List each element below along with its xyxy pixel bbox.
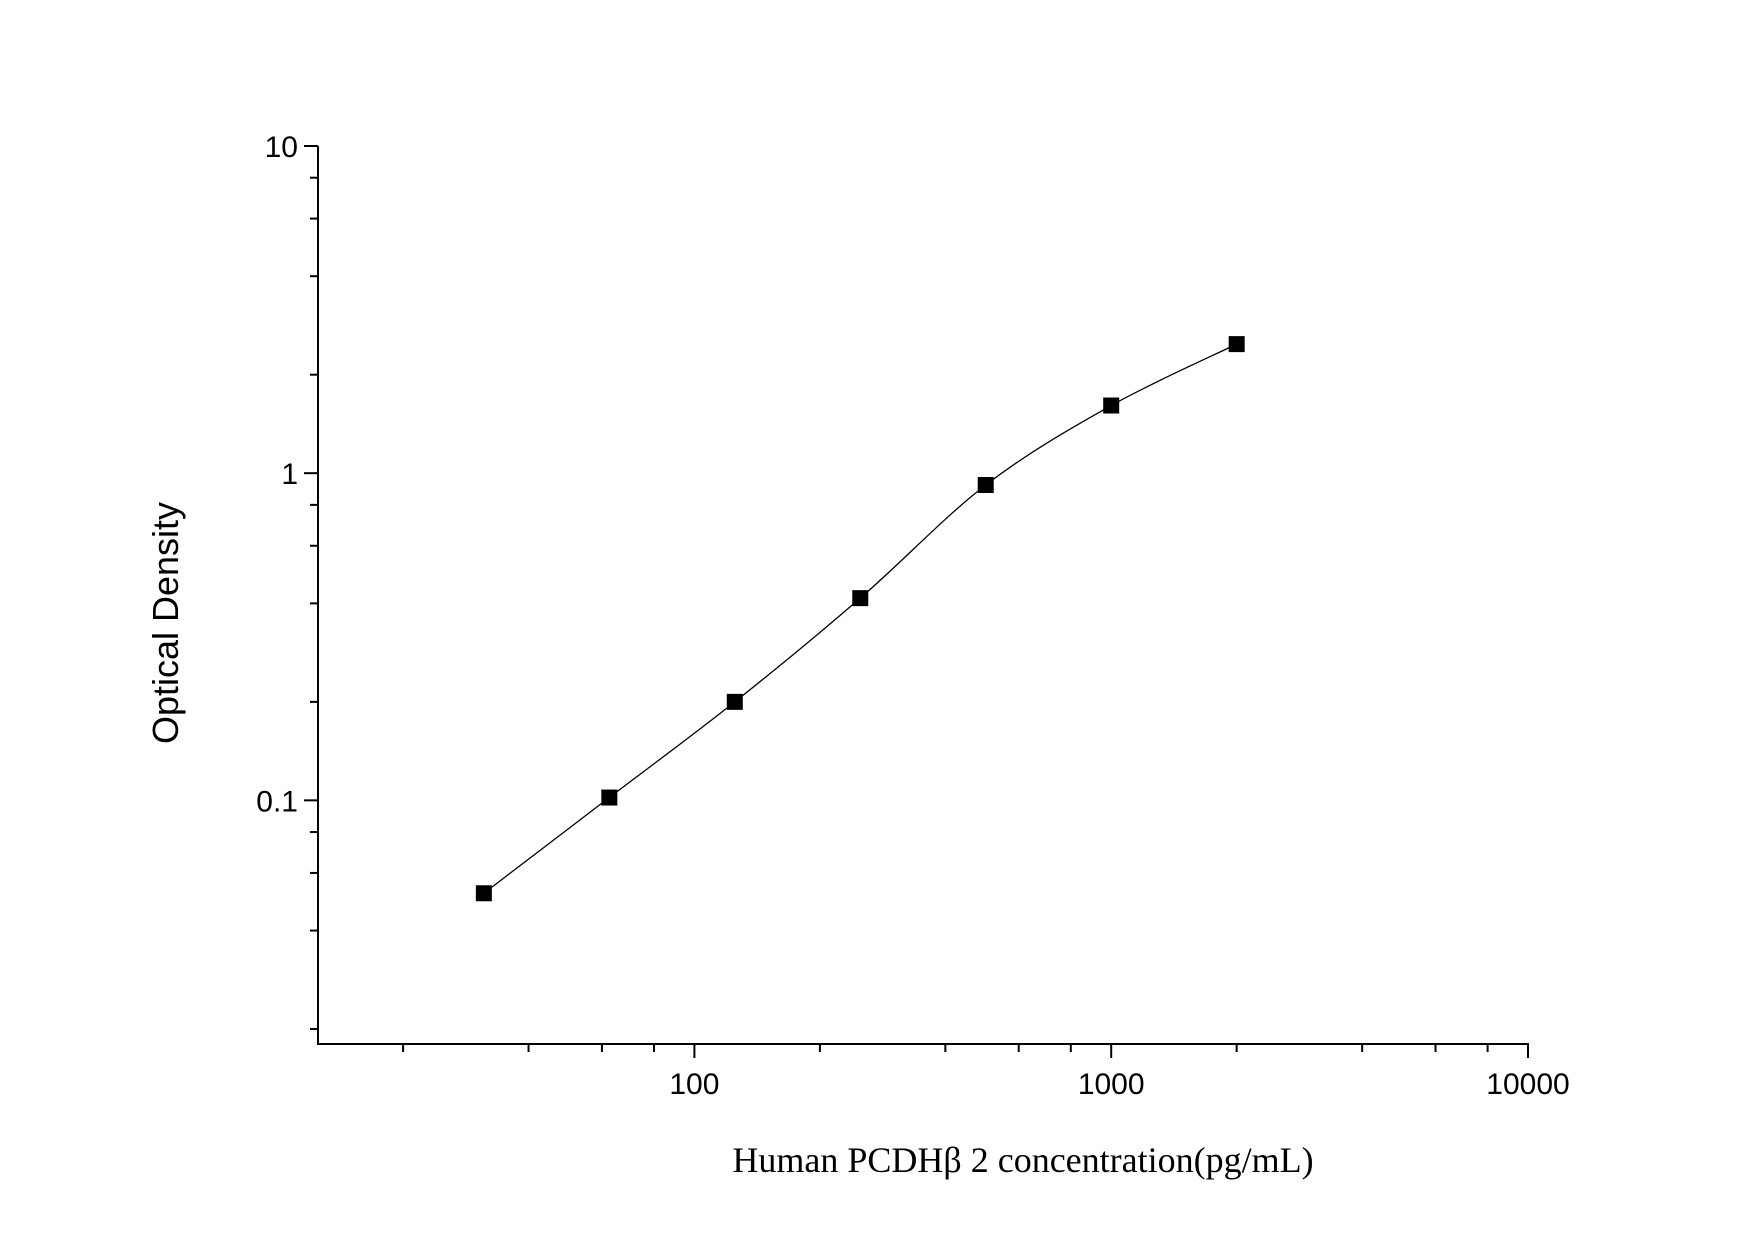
x-tick-label: 100 xyxy=(669,1068,719,1101)
y-tick-label: 10 xyxy=(265,131,298,164)
y-tick-label: 1 xyxy=(281,458,298,491)
y-axis-label: Optical Density xyxy=(145,502,186,744)
x-axis-label: Human PCDHβ 2 concentration(pg/mL) xyxy=(732,1140,1313,1180)
data-point xyxy=(601,789,618,806)
data-point xyxy=(1103,397,1120,414)
x-tick-label: 1000 xyxy=(1078,1068,1145,1101)
data-point xyxy=(977,477,994,494)
y-tick-label: 0.1 xyxy=(256,785,298,818)
fit-curve xyxy=(483,343,1237,894)
x-tick-label: 10000 xyxy=(1486,1068,1569,1101)
data-point xyxy=(726,693,743,710)
data-point xyxy=(475,885,492,902)
data-point xyxy=(852,590,869,607)
data-point xyxy=(1228,336,1245,353)
